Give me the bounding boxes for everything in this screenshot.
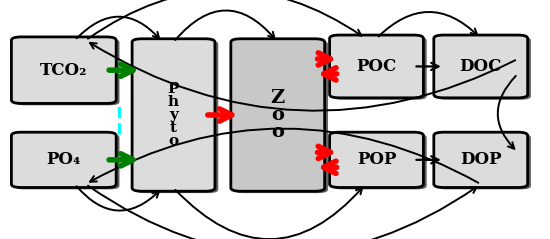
FancyBboxPatch shape (329, 35, 424, 98)
FancyBboxPatch shape (333, 134, 427, 189)
Text: DOP: DOP (460, 151, 502, 168)
Text: DOC: DOC (460, 58, 502, 75)
Text: TCO₂: TCO₂ (40, 62, 87, 79)
FancyBboxPatch shape (434, 132, 527, 187)
FancyBboxPatch shape (234, 41, 328, 193)
FancyBboxPatch shape (12, 37, 116, 103)
FancyBboxPatch shape (12, 132, 116, 187)
Text: POP: POP (357, 151, 396, 168)
FancyBboxPatch shape (333, 37, 427, 100)
FancyBboxPatch shape (329, 132, 424, 187)
FancyBboxPatch shape (437, 37, 531, 100)
Text: PO₄: PO₄ (47, 151, 81, 168)
Text: Z
o
o: Z o o (271, 89, 285, 141)
FancyBboxPatch shape (132, 39, 215, 191)
Text: P
h
y
t
o: P h y t o (168, 82, 179, 148)
FancyBboxPatch shape (437, 134, 531, 189)
FancyBboxPatch shape (15, 134, 119, 189)
FancyBboxPatch shape (15, 39, 119, 105)
FancyBboxPatch shape (434, 35, 527, 98)
FancyBboxPatch shape (231, 39, 324, 191)
Text: POC: POC (356, 58, 397, 75)
FancyBboxPatch shape (135, 41, 218, 193)
